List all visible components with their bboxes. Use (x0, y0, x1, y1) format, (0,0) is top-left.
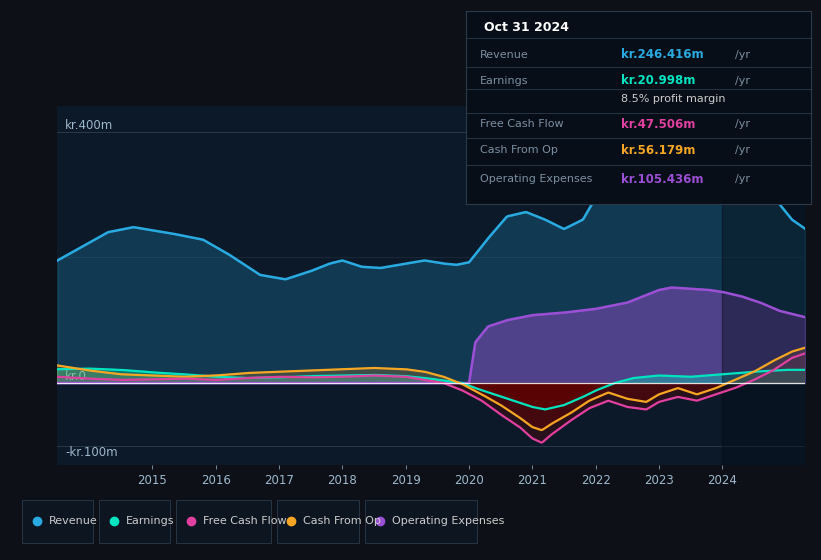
Text: kr.0: kr.0 (65, 370, 87, 383)
Text: Cash From Op: Cash From Op (303, 516, 381, 526)
Text: kr.246.416m: kr.246.416m (621, 48, 704, 61)
Text: Free Cash Flow: Free Cash Flow (203, 516, 287, 526)
FancyBboxPatch shape (22, 500, 94, 543)
Text: kr.47.506m: kr.47.506m (621, 118, 696, 130)
Text: Revenue: Revenue (480, 50, 529, 60)
Text: kr.20.998m: kr.20.998m (621, 74, 696, 87)
Text: Operating Expenses: Operating Expenses (480, 174, 593, 184)
FancyBboxPatch shape (365, 500, 478, 543)
Text: /yr: /yr (736, 119, 750, 129)
Text: Revenue: Revenue (49, 516, 98, 526)
Text: kr.400m: kr.400m (65, 119, 113, 132)
Text: 8.5% profit margin: 8.5% profit margin (621, 94, 726, 104)
Text: /yr: /yr (736, 50, 750, 60)
Text: /yr: /yr (736, 76, 750, 86)
Text: Operating Expenses: Operating Expenses (392, 516, 504, 526)
Text: kr.56.179m: kr.56.179m (621, 144, 696, 157)
Text: Free Cash Flow: Free Cash Flow (480, 119, 564, 129)
Text: -kr.100m: -kr.100m (65, 446, 117, 459)
Text: Earnings: Earnings (126, 516, 174, 526)
Text: /yr: /yr (736, 145, 750, 155)
FancyBboxPatch shape (176, 500, 271, 543)
Text: Earnings: Earnings (480, 76, 529, 86)
Text: Oct 31 2024: Oct 31 2024 (484, 21, 569, 34)
FancyBboxPatch shape (277, 500, 360, 543)
Text: kr.105.436m: kr.105.436m (621, 173, 704, 186)
Text: /yr: /yr (736, 174, 750, 184)
FancyBboxPatch shape (99, 500, 170, 543)
Text: Cash From Op: Cash From Op (480, 145, 558, 155)
Bar (722, 106, 805, 465)
